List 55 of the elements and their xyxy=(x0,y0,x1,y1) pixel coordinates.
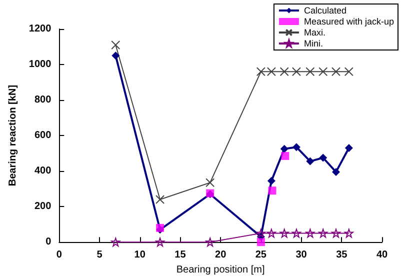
point xyxy=(111,40,120,50)
point xyxy=(268,186,276,195)
point xyxy=(156,194,165,204)
point xyxy=(256,67,266,76)
y-tick-label: 200 xyxy=(34,201,52,212)
point xyxy=(318,228,328,238)
legend-label: Calculated xyxy=(304,6,346,16)
point xyxy=(206,178,215,188)
y-tick-label: 1200 xyxy=(28,24,52,34)
y-axis-title: Bearing reaction [kN] xyxy=(8,84,18,186)
x-tick-label: 10 xyxy=(134,250,146,261)
y-tick-label: 800 xyxy=(34,94,52,106)
point xyxy=(331,67,340,76)
x-tick-label: 15 xyxy=(174,250,186,261)
x-tick-label: 35 xyxy=(336,250,348,261)
point xyxy=(267,176,276,185)
point xyxy=(111,238,120,247)
legend-label: Mini. xyxy=(304,38,323,48)
x-tick-label: 40 xyxy=(376,250,388,261)
point xyxy=(280,144,288,153)
legend-label: Maxi. xyxy=(304,28,326,38)
x-tick-label: 5 xyxy=(96,250,103,261)
point xyxy=(306,67,315,76)
point xyxy=(280,228,289,238)
point xyxy=(344,67,354,76)
x-tick-label: 20 xyxy=(215,250,227,261)
point xyxy=(292,143,300,152)
point xyxy=(156,238,165,247)
point xyxy=(306,157,314,166)
x-tick-label: 25 xyxy=(255,250,267,261)
legend-label: Measured with jack-up xyxy=(304,16,394,26)
point xyxy=(292,228,301,238)
point xyxy=(256,228,266,238)
point xyxy=(256,238,265,246)
point xyxy=(281,152,290,160)
x-tick-label: 0 xyxy=(56,250,62,261)
point xyxy=(112,52,120,60)
y-tick-label: 1000 xyxy=(28,59,52,70)
point xyxy=(318,67,328,76)
x-axis-title: Bearing position [m] xyxy=(176,264,265,276)
point xyxy=(266,67,276,76)
y-tick-label: 400 xyxy=(34,166,52,177)
point xyxy=(292,67,301,76)
y-tick-label: 600 xyxy=(34,130,52,142)
point xyxy=(206,238,215,247)
point xyxy=(319,154,328,162)
point xyxy=(331,228,340,238)
x-tick-label: 30 xyxy=(296,250,308,261)
point xyxy=(280,67,289,76)
point xyxy=(332,168,340,176)
point xyxy=(344,228,354,238)
point xyxy=(266,228,276,238)
y-tick-label: 0 xyxy=(46,236,52,248)
point xyxy=(344,144,353,152)
point xyxy=(306,228,315,238)
